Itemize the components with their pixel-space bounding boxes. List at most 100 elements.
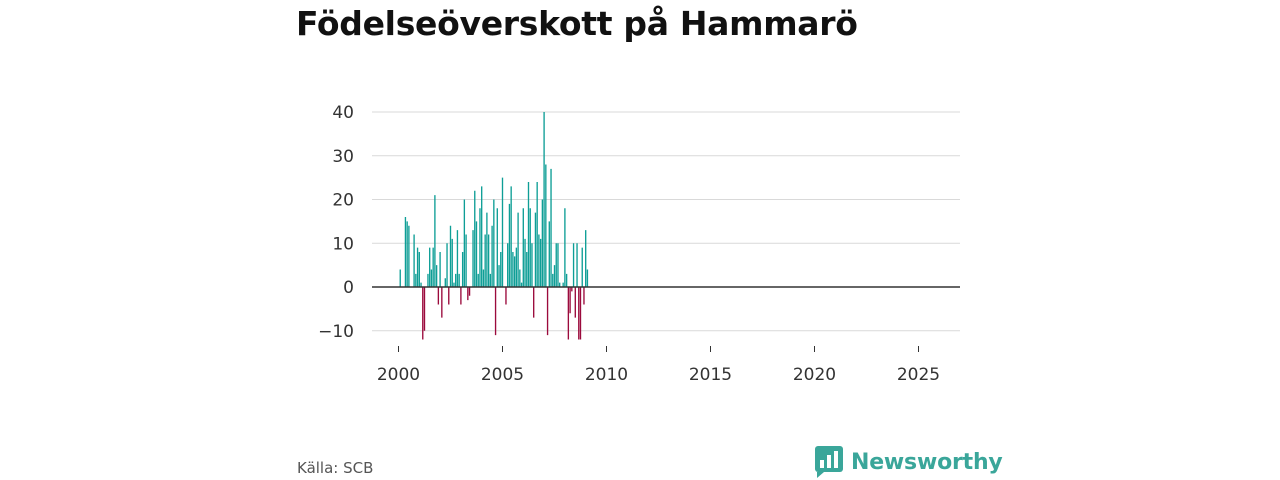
bar-negative: [422, 287, 424, 340]
bar-positive: [408, 225, 410, 287]
bar-negative: [437, 287, 440, 305]
bar-positive: [458, 273, 460, 288]
bar-positive: [415, 273, 417, 288]
bar-positive: [481, 186, 483, 288]
bar-positive: [536, 182, 538, 287]
bar-positive: [538, 234, 540, 287]
bar-negative: [546, 287, 549, 336]
source-note: Källa: SCB: [297, 459, 374, 477]
bar-positive: [429, 247, 431, 288]
bar-positive: [493, 199, 495, 287]
bar-positive: [420, 282, 422, 288]
bar-positive: [496, 208, 498, 287]
bar-positive: [404, 217, 407, 287]
bar-positive: [463, 199, 466, 287]
x-tick-label: 2015: [689, 365, 732, 385]
bar-negative: [533, 287, 535, 318]
x-axis: 2000 2005 2010 2015 2020 2025: [377, 346, 940, 385]
bar-positive: [461, 252, 464, 287]
bar-negative: [571, 287, 573, 292]
bar-positive: [553, 265, 556, 288]
bar-positive: [555, 243, 557, 287]
bar-positive: [515, 247, 518, 288]
bar-positive: [552, 273, 554, 288]
bar-negative: [467, 287, 469, 301]
bar-positive: [489, 273, 492, 288]
bar-positive: [512, 252, 514, 287]
bar-positive: [572, 243, 575, 287]
bar-positive: [432, 247, 434, 288]
bar-positive: [434, 195, 436, 288]
bar-positive: [418, 252, 420, 287]
bar-positive: [507, 243, 509, 287]
bar-positive: [477, 273, 479, 288]
bar-negative: [583, 287, 585, 305]
bar-negative: [579, 287, 582, 340]
bar-negative: [460, 287, 462, 305]
bar-positive: [517, 212, 519, 288]
bar-positive: [435, 265, 438, 288]
y-tick-label: 40: [332, 103, 354, 123]
bar-positive: [487, 234, 490, 287]
bar-positive: [586, 269, 589, 287]
bar-negative: [578, 287, 580, 340]
bar-positive: [519, 269, 521, 287]
bar-positive: [565, 273, 568, 288]
bar-positive: [399, 269, 401, 287]
bar-positive: [472, 230, 474, 288]
bar-positive: [446, 243, 448, 287]
bar-positive: [465, 234, 467, 287]
y-tick-label: 30: [332, 147, 354, 167]
bar-positive: [416, 247, 419, 288]
bar-positive: [520, 282, 523, 288]
bar-positive: [484, 234, 486, 287]
bar-positive: [562, 282, 564, 288]
bar-negative: [494, 287, 497, 336]
y-tick-label: 10: [332, 234, 354, 254]
bar-positive: [576, 243, 578, 287]
bar-positive: [527, 182, 530, 287]
gridlines: [372, 111, 960, 332]
y-tick-label: 0: [343, 278, 354, 298]
newsworthy-logo-icon: [815, 446, 843, 478]
bar-negative: [448, 287, 450, 305]
bar-positive: [449, 225, 452, 287]
bar-positive: [413, 234, 415, 287]
brand-name: Newsworthy: [851, 449, 1003, 475]
bar-positive: [456, 230, 459, 288]
bar-positive: [479, 208, 481, 287]
x-tick-label: 2020: [793, 365, 836, 385]
bar-positive: [541, 199, 544, 287]
bar-positive: [539, 238, 542, 288]
bar-positive: [439, 252, 441, 287]
bar-positive: [526, 252, 528, 287]
bar-positive: [482, 269, 485, 287]
bar-positive: [550, 168, 552, 288]
bar-series: [399, 112, 589, 340]
x-tick-label: 2005: [481, 365, 524, 385]
bar-positive: [559, 282, 561, 288]
y-tick-label: −10: [318, 322, 354, 342]
bar-positive: [534, 212, 537, 288]
bar-positive: [531, 243, 533, 287]
bar-positive: [581, 247, 583, 288]
bar-negative: [441, 287, 443, 318]
bar-negative: [574, 287, 576, 318]
bar-positive: [455, 273, 457, 288]
bar-positive: [500, 252, 502, 287]
bar-positive: [406, 221, 408, 288]
y-tick-label: 20: [332, 191, 354, 211]
brand-logo: Newsworthy: [815, 446, 1003, 478]
bar-negative: [468, 287, 471, 296]
x-tick-label: 2025: [897, 365, 940, 385]
bar-positive: [545, 164, 547, 287]
bar-positive: [427, 273, 429, 288]
chart-title: Födelseöverskott på Hammarö: [296, 4, 858, 43]
bar-positive: [585, 230, 587, 288]
bar-positive: [522, 208, 524, 287]
x-tick-label: 2000: [377, 365, 420, 385]
bar-positive: [475, 221, 478, 288]
bar-positive: [529, 208, 531, 287]
bar-positive: [508, 203, 511, 288]
bar-negative: [567, 287, 570, 340]
